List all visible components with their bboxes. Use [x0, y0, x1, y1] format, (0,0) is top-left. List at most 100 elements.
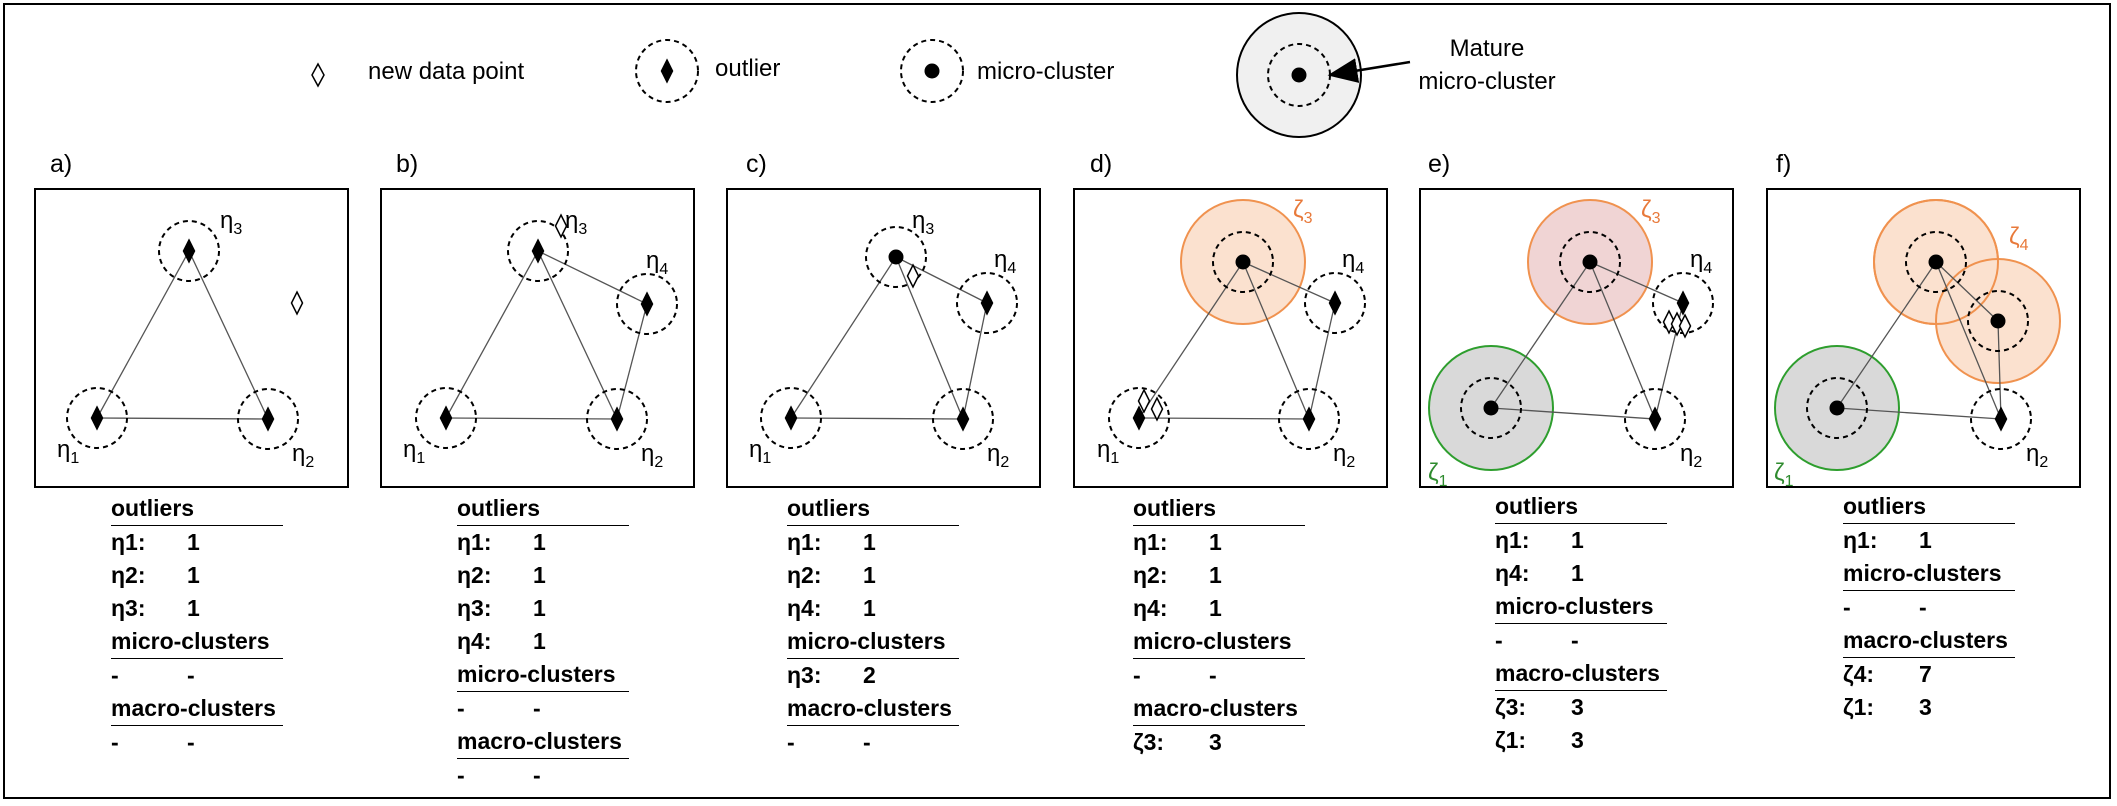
- eta2-circle: [586, 388, 648, 450]
- zeta1-label: ζ1: [1428, 459, 1448, 490]
- table-row: --: [457, 692, 629, 725]
- new-data-point: [1150, 396, 1164, 422]
- table-row: --: [111, 659, 283, 692]
- eta3-micro-cluster-point: [888, 249, 904, 265]
- zeta3-label: ζ3: [1293, 196, 1313, 227]
- table-row-value: 7: [1919, 661, 1932, 687]
- table-row-value: 1: [1919, 527, 1932, 553]
- table-row: --: [457, 759, 629, 792]
- figure-frame: [3, 3, 2111, 799]
- table-row-key: η1:: [457, 529, 492, 555]
- table-section-title: outliers: [457, 492, 629, 526]
- table-row: ζ4: 7: [1843, 658, 2015, 691]
- eta2-outlier-point: [1648, 406, 1662, 432]
- table-row: η3: 1: [457, 592, 629, 625]
- table-section-title: micro-clusters: [1843, 557, 2015, 591]
- table-section-title: micro-clusters: [111, 625, 283, 659]
- table-row: η1: 1: [457, 526, 629, 559]
- new-data-point: [1137, 388, 1151, 414]
- edge-line: [1935, 261, 2002, 420]
- zeta3-micro-cluster-circle: [1559, 231, 1621, 293]
- legend-outlier-icon: [660, 58, 674, 84]
- eta2-label: η2: [1333, 440, 1355, 471]
- eta2-label: η2: [1680, 440, 1702, 471]
- table-row-key: η4:: [457, 628, 492, 654]
- eta2-outlier-point: [610, 406, 624, 432]
- eta4-outlier-point: [1328, 290, 1342, 316]
- table-row: --: [1133, 659, 1305, 692]
- table-row-key: η4:: [787, 595, 822, 621]
- table-row-value: -: [1209, 662, 1217, 688]
- legend-mature-line1: Mature: [1449, 35, 1525, 62]
- zeta4-micro-cluster-point-a: [1928, 254, 1944, 270]
- table-row-value: -: [1919, 594, 1927, 620]
- table-row-value: 1: [187, 529, 200, 555]
- new-data-point: [554, 213, 568, 239]
- edge-line: [1242, 261, 1310, 420]
- table-row-value: 1: [863, 529, 876, 555]
- table-row-key: -: [457, 762, 465, 788]
- table-row: --: [787, 726, 959, 759]
- eta1-outlier-point: [1132, 405, 1146, 431]
- panel-c-box: [726, 188, 1041, 488]
- table-section-title: macro-clusters: [1843, 624, 2015, 658]
- eta3-label: η3: [565, 207, 587, 238]
- table-row-key: ζ4:: [1843, 661, 1875, 687]
- eta2-label: η2: [292, 440, 314, 471]
- table-row: η1: 1: [1133, 526, 1305, 559]
- new-data-point: [1662, 309, 1676, 335]
- table-row-value: 3: [1209, 729, 1222, 755]
- table-row-value: 1: [533, 595, 546, 621]
- panel-b-letter: b): [396, 150, 419, 178]
- table-row-value: 1: [187, 595, 200, 621]
- edge-line: [1589, 261, 1684, 304]
- edge-line: [1836, 407, 2002, 420]
- table-row: η3: 1: [111, 592, 283, 625]
- legend-micro-cluster-icon: [924, 63, 940, 79]
- new-data-point: [906, 263, 920, 289]
- panel-d-box: [1073, 188, 1388, 488]
- eta1-circle: [66, 387, 128, 449]
- eta2-circle: [932, 388, 994, 450]
- edge-line: [1138, 261, 1244, 419]
- edge-line: [1490, 407, 1656, 420]
- eta1-circle: [1108, 387, 1170, 449]
- table-row-value: 1: [863, 595, 876, 621]
- table-section-title: micro-clusters: [787, 625, 959, 659]
- table-row-value: 1: [1209, 595, 1222, 621]
- legend-mature-line2: micro-cluster: [1418, 68, 1556, 95]
- table-row-value: -: [187, 729, 195, 755]
- table-row: --: [111, 726, 283, 759]
- new-data-point: [1670, 311, 1684, 337]
- table-row-value: 1: [533, 562, 546, 588]
- table-section-title: macro-clusters: [457, 725, 629, 759]
- eta2-circle: [237, 388, 299, 450]
- table-row-value: 1: [1571, 560, 1584, 586]
- table-section-title: macro-clusters: [111, 692, 283, 726]
- panel-d-table: outliers η1: 1 η2: 1 η4: 1 micro-clusters - - macr…: [1133, 492, 1305, 759]
- edge-line: [537, 250, 648, 305]
- edge-line: [616, 303, 648, 420]
- table-row: ζ1: 3: [1843, 691, 2015, 724]
- eta1-label: η1: [403, 436, 425, 467]
- table-row-key: ζ1:: [1843, 694, 1875, 720]
- table-section-title: outliers: [1843, 490, 2015, 524]
- table-section-title: micro-clusters: [1495, 590, 1667, 624]
- new-data-point: [1678, 313, 1692, 339]
- table-row-value: 1: [1571, 527, 1584, 553]
- table-row-value: 1: [187, 562, 200, 588]
- table-row: ζ1: 3: [1495, 724, 1667, 757]
- table-row-key: -: [111, 662, 119, 688]
- eta3-label: η3: [912, 207, 934, 238]
- table-section-title: macro-clusters: [1133, 692, 1305, 726]
- table-row-key: η2:: [787, 562, 822, 588]
- table-row-key: -: [787, 729, 795, 755]
- table-row-key: η3:: [111, 595, 146, 621]
- panel-b-table: outliers η1: 1 η2: 1 η3: 1 η4: 1 micro-clusters - -…: [457, 492, 629, 792]
- table-section-title: macro-clusters: [1495, 657, 1667, 691]
- zeta1-micro-cluster-point: [1829, 400, 1845, 416]
- table-section-title: macro-clusters: [787, 692, 959, 726]
- edge-line: [537, 250, 618, 420]
- table-row: η1: 1: [1495, 524, 1667, 557]
